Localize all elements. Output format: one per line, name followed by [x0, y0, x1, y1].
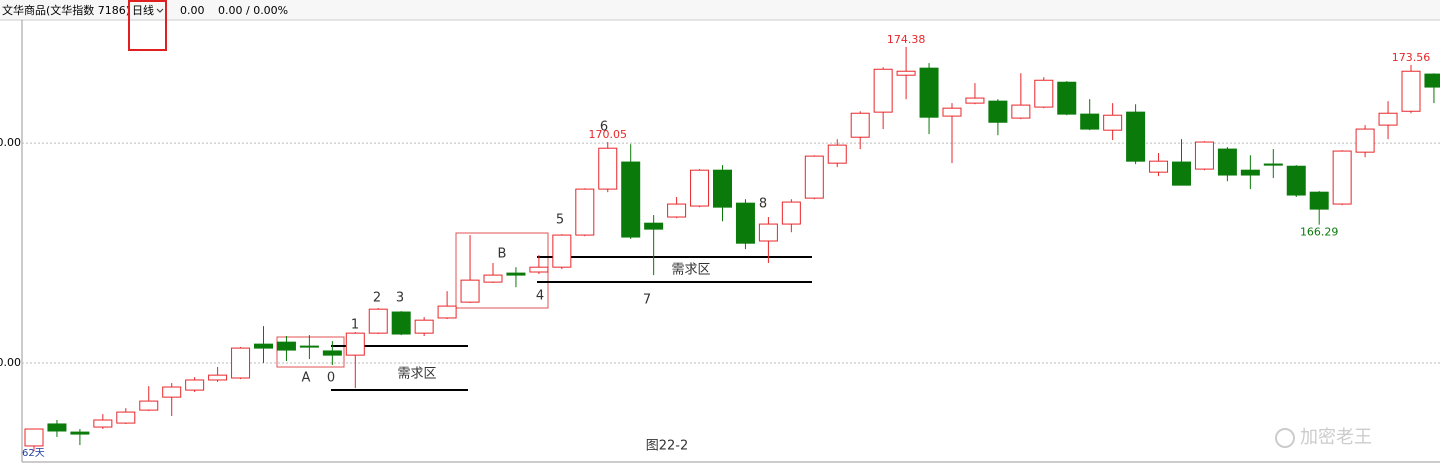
candle-body [1378, 112, 1398, 126]
candle-body [368, 308, 388, 334]
candle-body [1103, 114, 1123, 131]
candle-body [827, 144, 847, 164]
candle-body [1332, 150, 1352, 205]
candle-body [575, 188, 595, 236]
annotation: 8 [759, 197, 767, 212]
candle-body [1240, 169, 1260, 176]
symbol: 文华商品(文华指数 7186) [2, 3, 130, 17]
candle-body [873, 68, 893, 113]
annotation: 需求区 [671, 263, 710, 278]
period-select[interactable]: 日线 [132, 3, 154, 17]
candle-body [1263, 163, 1283, 166]
candle-body [47, 423, 67, 432]
candle-body [552, 234, 572, 268]
candle-body [93, 419, 113, 428]
candle-body [804, 155, 824, 199]
candle-body [1194, 141, 1214, 170]
candle-body [690, 169, 710, 207]
candle-body [1126, 111, 1146, 162]
candle-body [850, 112, 870, 138]
candle-body [299, 345, 319, 348]
watermark-icon [1275, 428, 1295, 448]
dropdown-arrow[interactable] [156, 8, 164, 13]
candle-body [345, 332, 365, 356]
caption: 图22-2 [646, 439, 689, 454]
candle-body [919, 67, 939, 118]
highlight-box [128, 0, 167, 51]
candle-body [1034, 79, 1054, 108]
toolbar [0, 0, 1440, 20]
candle-body [1355, 128, 1375, 153]
candle-body [391, 311, 411, 335]
annotation: 6 [600, 120, 608, 135]
candle-body [1080, 113, 1100, 130]
watermark: 加密老王 [1300, 427, 1372, 448]
candle-body [735, 202, 755, 244]
candle-body [988, 100, 1008, 123]
candle-body [896, 70, 916, 76]
candle-body [1172, 161, 1191, 186]
annotation: 0 [327, 371, 335, 386]
high-label: 173.56 [1392, 51, 1431, 64]
candle-body [460, 279, 480, 303]
candle-body [322, 350, 342, 356]
candle-body [598, 147, 618, 190]
candle-body [483, 274, 503, 283]
candle-body [1149, 160, 1169, 173]
annotation: 1 [351, 318, 359, 333]
candle-body [70, 431, 90, 435]
candle-body [276, 341, 296, 351]
candle-body [1217, 148, 1237, 176]
price: 0.00 [180, 4, 205, 17]
y-tick-label: 170.00 [0, 136, 21, 149]
candle-body [139, 400, 159, 411]
candle-body [667, 203, 687, 218]
candle-body [185, 379, 205, 391]
candle-body [208, 374, 228, 381]
candle-body [1309, 191, 1329, 210]
candle-body [621, 161, 641, 238]
candle-body [414, 319, 434, 334]
annotation: B [498, 247, 507, 262]
y-tick-label: 160.00 [0, 356, 21, 369]
annotation: A [302, 371, 311, 386]
low-label: 166.29 [1300, 226, 1339, 239]
candle-body [965, 97, 985, 104]
candle-body [1401, 70, 1421, 112]
candle-body [162, 386, 182, 398]
annotation: 5 [556, 213, 564, 228]
candle-body [529, 266, 549, 273]
annotation: 2 [373, 291, 381, 306]
annotation: 需求区 [397, 367, 436, 382]
high-label: 170.05 [589, 128, 628, 141]
candle-body [1286, 165, 1306, 196]
candle-body [1057, 81, 1077, 115]
candle-body [1011, 104, 1031, 119]
candle-body [116, 411, 136, 424]
annotation: 3 [396, 291, 404, 306]
candle-body [942, 107, 962, 117]
high-label: 174.38 [887, 33, 926, 46]
annotation: 4 [536, 289, 544, 304]
annotation: 7 [643, 293, 651, 308]
candle-body [758, 223, 778, 242]
candle-body [713, 169, 732, 208]
candle-body [1424, 73, 1440, 88]
candle-body [437, 305, 457, 319]
candle-body [24, 428, 44, 447]
change: 0.00 / 0.00% [218, 4, 288, 17]
count-label: 62天 [22, 448, 45, 459]
range-box [276, 336, 345, 368]
candle-body [506, 272, 526, 276]
candle-body [644, 222, 664, 230]
candle-body [254, 343, 273, 349]
candle-body [781, 201, 801, 225]
candle-body [231, 347, 251, 379]
